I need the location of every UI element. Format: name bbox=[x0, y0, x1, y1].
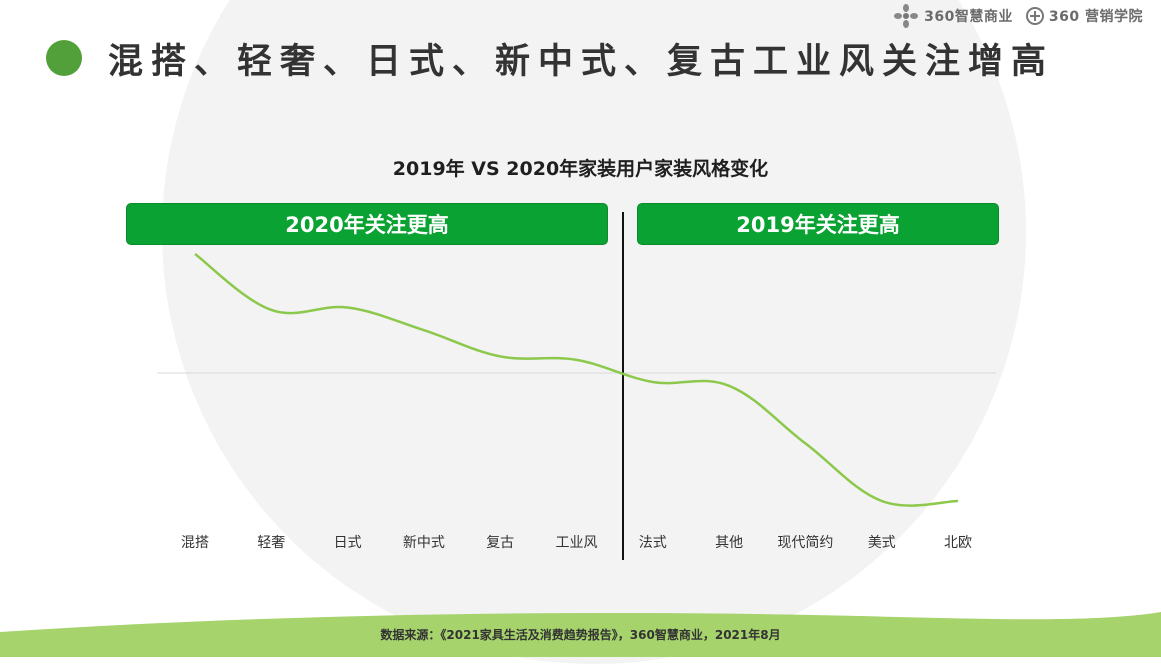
pinwheel-logo-icon bbox=[894, 4, 919, 28]
brand-bar: 360智慧商业 360 营销学院 bbox=[892, 4, 1143, 28]
x-tick-label-2: 日式 bbox=[334, 535, 362, 551]
x-tick-label-9: 美式 bbox=[868, 535, 896, 551]
title-row: 混搭、轻奢、日式、新中式、复古工业风关注增高 bbox=[46, 36, 1054, 82]
x-tick-label-4: 复古 bbox=[486, 534, 514, 551]
x-tick-label-7: 其他 bbox=[715, 535, 743, 551]
background-circle bbox=[162, 0, 1026, 664]
x-tick-label-3: 新中式 bbox=[403, 535, 445, 551]
x-tick-label-10: 北欧 bbox=[944, 535, 972, 551]
x-tick-label-8: 现代简约 bbox=[777, 534, 833, 551]
page-title: 混搭、轻奢、日式、新中式、复古工业风关注增高 bbox=[108, 41, 1055, 82]
x-tick-label-0: 混搭 bbox=[181, 535, 209, 551]
chart-title: 2019年 VS 2020年家装用户家装风格变化 bbox=[392, 158, 769, 180]
x-tick-label-5: 工业风 bbox=[556, 535, 598, 551]
x-tick-label-6: 法式 bbox=[639, 535, 667, 551]
data-source-note: 数据来源：《2021家具生活及消费趋势报告》，360智慧商业，2021年8月 bbox=[380, 628, 781, 642]
brand-360-smart-business: 360智慧商业 bbox=[892, 4, 1013, 28]
series-line bbox=[194, 252, 959, 507]
banner-2020-higher: 2020年关注更高 bbox=[126, 203, 608, 245]
title-bullet-dot bbox=[46, 40, 82, 76]
banner-2019-higher: 2019年关注更高 bbox=[637, 203, 999, 245]
x-tick-label-1: 轻奢 bbox=[257, 535, 285, 551]
brand-primary-text: 360智慧商业 bbox=[924, 9, 1013, 25]
brand-360-marketing-academy: 360 营销学院 bbox=[1025, 6, 1143, 26]
plus-circle-logo-icon bbox=[1025, 7, 1044, 25]
brand-secondary-text: 360 营销学院 bbox=[1048, 9, 1143, 25]
